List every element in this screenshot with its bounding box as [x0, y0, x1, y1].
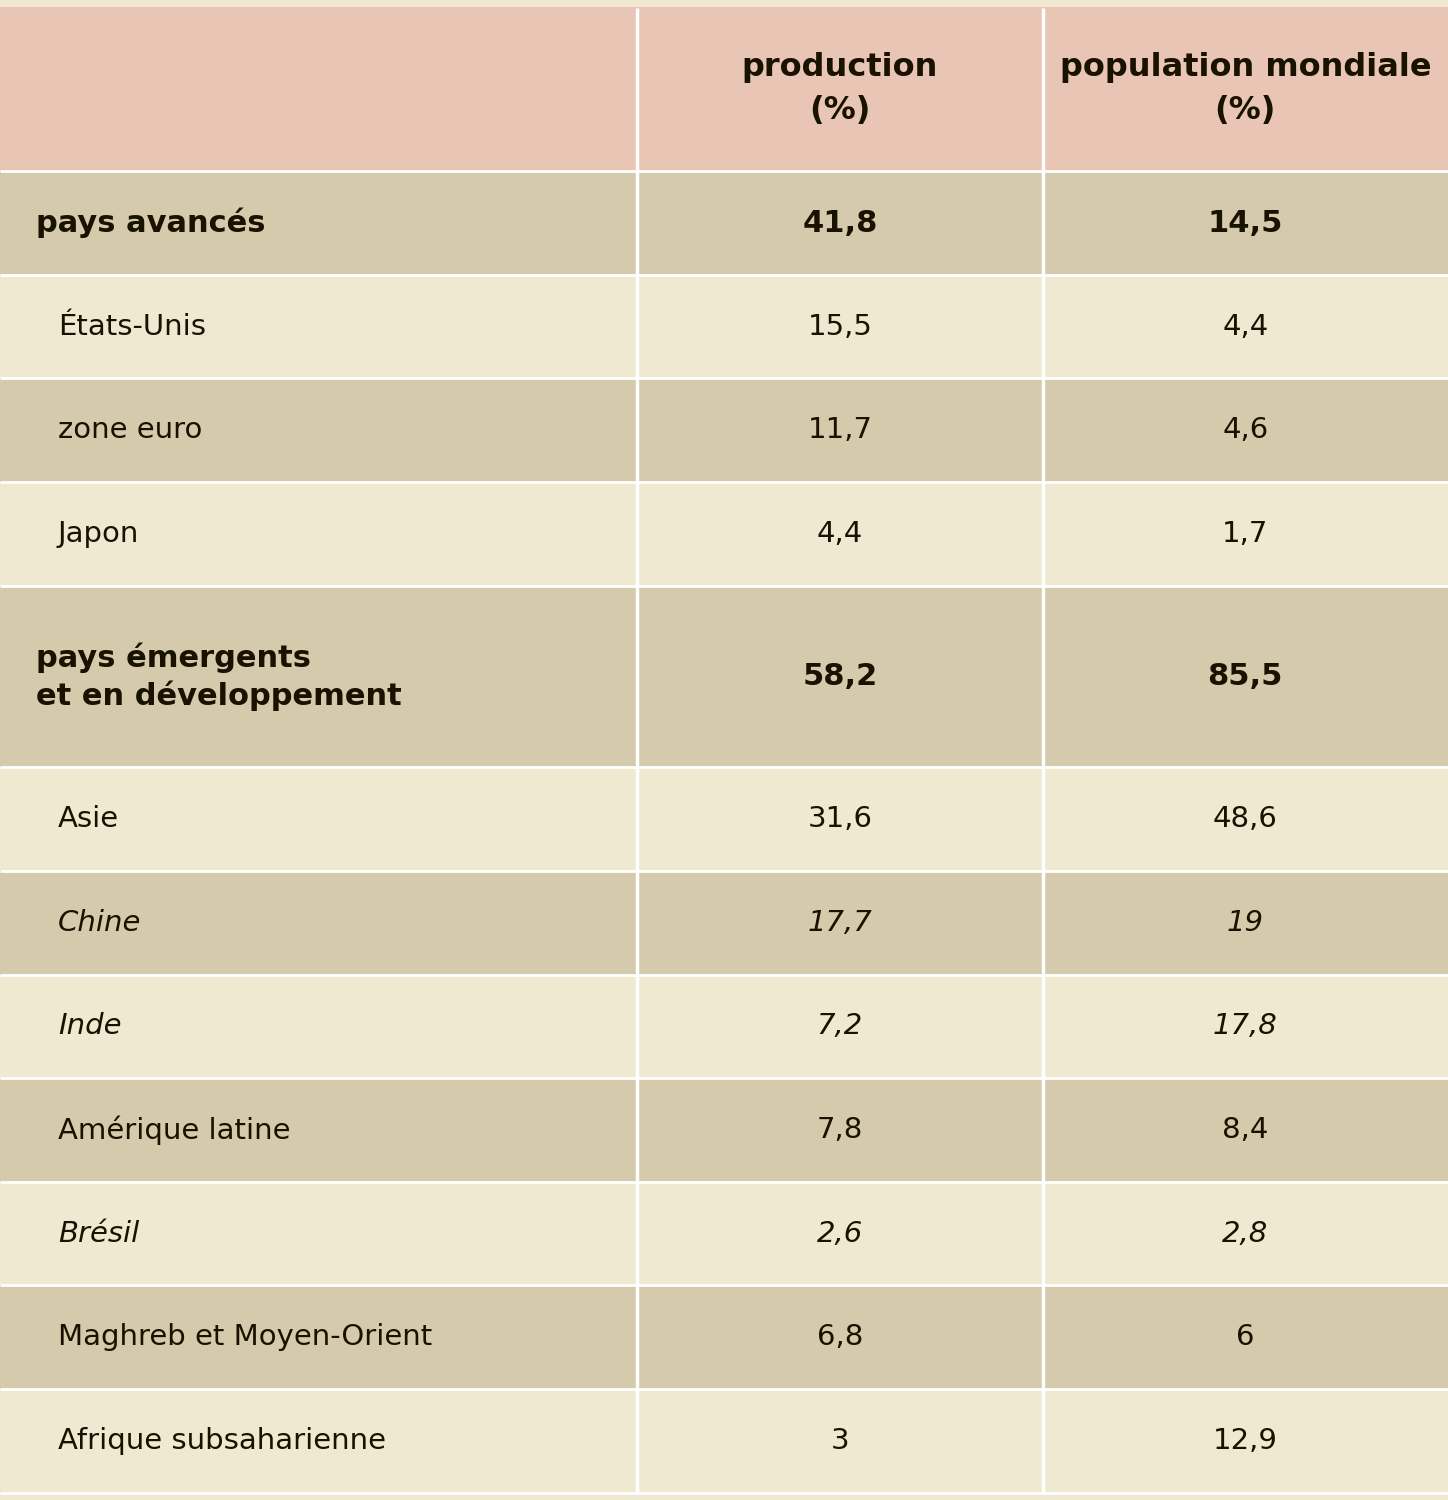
Bar [0, 768, 1448, 871]
Bar [0, 274, 1448, 378]
Text: pays émergents
et en développement: pays émergents et en développement [36, 642, 403, 711]
Text: 7,2: 7,2 [817, 1013, 863, 1041]
Bar [0, 975, 1448, 1078]
Text: Brésil: Brésil [58, 1220, 139, 1248]
Text: 15,5: 15,5 [808, 312, 872, 340]
Text: 41,8: 41,8 [802, 209, 877, 237]
Text: 12,9: 12,9 [1213, 1426, 1277, 1455]
Bar [0, 378, 1448, 482]
Text: 8,4: 8,4 [1222, 1116, 1268, 1144]
Bar [0, 585, 1448, 768]
Text: 6: 6 [1237, 1323, 1254, 1352]
Text: 2,6: 2,6 [817, 1220, 863, 1248]
Bar [0, 482, 1448, 585]
Text: Inde: Inde [58, 1013, 122, 1041]
Text: 6,8: 6,8 [817, 1323, 863, 1352]
Bar [0, 1286, 1448, 1389]
Text: Japon: Japon [58, 520, 139, 548]
Text: 17,7: 17,7 [808, 909, 872, 938]
Bar [0, 1078, 1448, 1182]
Text: 48,6: 48,6 [1213, 806, 1277, 834]
Text: 19: 19 [1226, 909, 1264, 938]
Bar [0, 1389, 1448, 1492]
Bar [0, 1182, 1448, 1286]
Text: 4,6: 4,6 [1222, 416, 1268, 444]
Text: production
(%): production (%) [741, 53, 938, 126]
Text: pays avancés: pays avancés [36, 209, 265, 238]
Text: 4,4: 4,4 [817, 520, 863, 548]
Text: zone euro: zone euro [58, 416, 203, 444]
Text: 17,8: 17,8 [1213, 1013, 1277, 1041]
Text: Amérique latine: Amérique latine [58, 1114, 291, 1144]
Text: 11,7: 11,7 [808, 416, 872, 444]
Bar [0, 171, 1448, 274]
Text: population mondiale
(%): population mondiale (%) [1060, 53, 1431, 126]
Text: Maghreb et Moyen-Orient: Maghreb et Moyen-Orient [58, 1323, 432, 1352]
Text: États-Unis: États-Unis [58, 312, 206, 340]
Text: Asie: Asie [58, 806, 119, 834]
Bar [0, 8, 1448, 171]
Bar [0, 871, 1448, 975]
Text: 2,8: 2,8 [1222, 1220, 1268, 1248]
Text: 58,2: 58,2 [802, 662, 877, 692]
Text: 31,6: 31,6 [808, 806, 872, 834]
Text: Afrique subsaharienne: Afrique subsaharienne [58, 1426, 387, 1455]
Text: Chine: Chine [58, 909, 142, 938]
Text: 7,8: 7,8 [817, 1116, 863, 1144]
Text: 1,7: 1,7 [1222, 520, 1268, 548]
Text: 85,5: 85,5 [1208, 662, 1283, 692]
Text: 4,4: 4,4 [1222, 312, 1268, 340]
Text: 14,5: 14,5 [1208, 209, 1283, 237]
Text: 3: 3 [831, 1426, 849, 1455]
